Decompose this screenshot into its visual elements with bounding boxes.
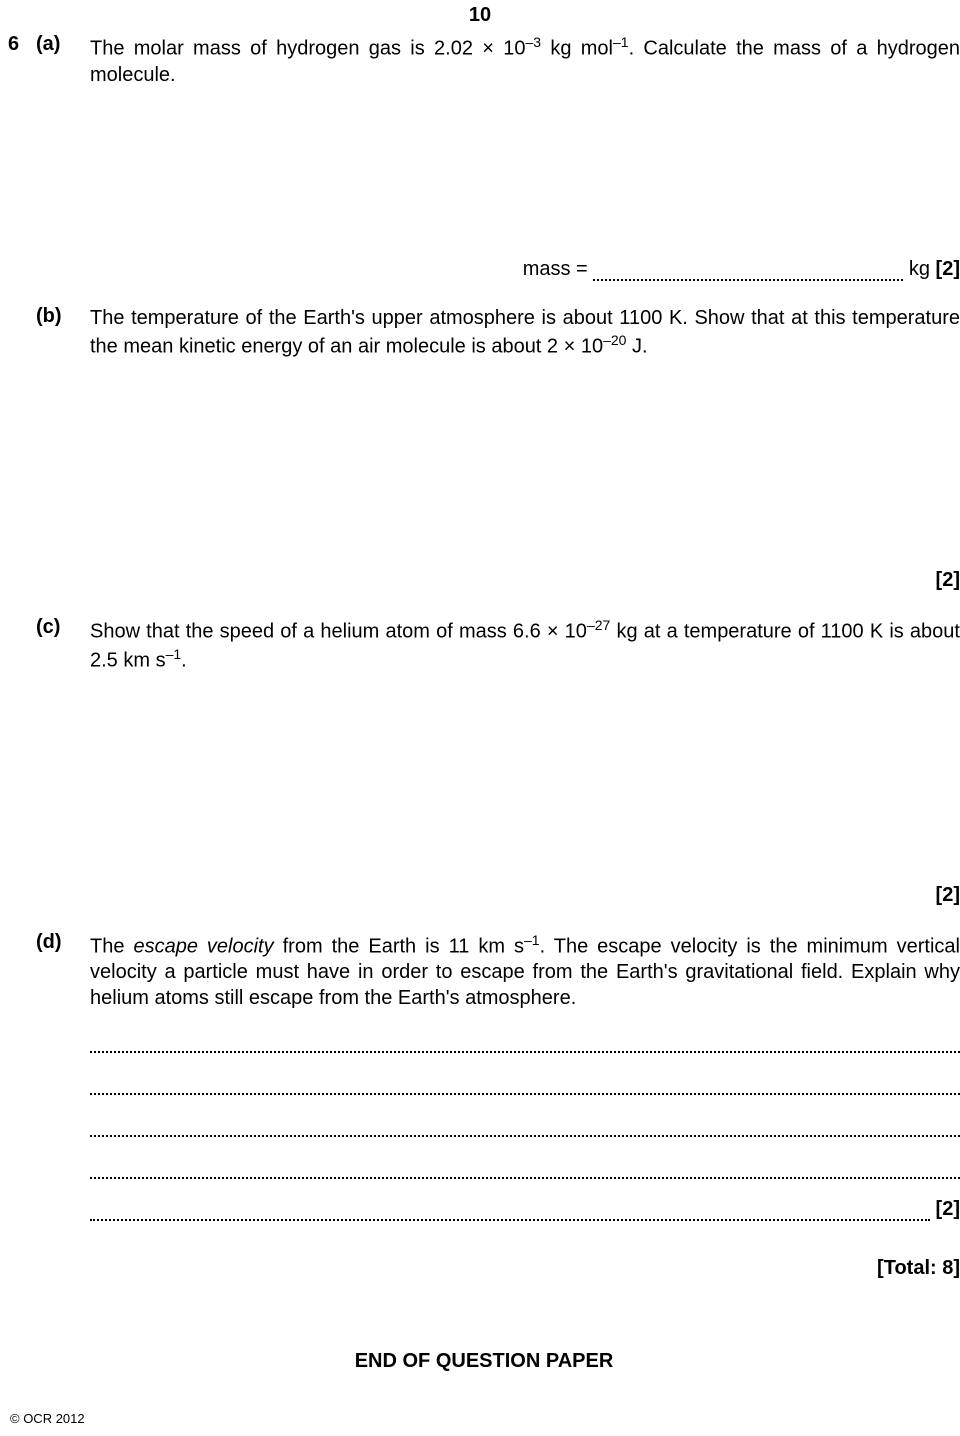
part-c-text: Show that the speed of a helium atom of … — [90, 616, 960, 673]
part-c-marks: [2] — [8, 884, 960, 907]
total-marks: [Total: 8] — [8, 1257, 960, 1280]
part-b-label: (b) — [36, 305, 90, 328]
answer-line-4[interactable] — [90, 1155, 960, 1179]
answer-prefix: mass = — [523, 258, 588, 280]
escape-velocity-italic: escape velocity — [133, 935, 273, 957]
part-d-label: (d) — [36, 931, 90, 954]
part-c-row: (c) Show that the speed of a helium atom… — [8, 616, 960, 673]
part-a-answer-line: mass = kg [2] — [8, 258, 960, 281]
page-number: 10 — [0, 0, 960, 33]
part-a-label: (a) — [36, 33, 90, 56]
answer-line-5: [2] — [90, 1197, 960, 1221]
answer-line-1[interactable] — [90, 1029, 960, 1053]
question-number: 6 — [8, 33, 36, 56]
part-b-text: The temperature of the Earth's upper atm… — [90, 305, 960, 360]
part-b-row: (b) The temperature of the Earth's upper… — [8, 305, 960, 360]
copyright: © OCR 2012 — [10, 1411, 85, 1426]
answer-suffix: kg [2] — [909, 258, 960, 280]
answer-line-2[interactable] — [90, 1071, 960, 1095]
question-content: 6 (a) The molar mass of hydrogen gas is … — [0, 33, 960, 1373]
part-d-marks: [2] — [936, 1198, 960, 1221]
answer-line-3[interactable] — [90, 1113, 960, 1137]
part-d-text: The escape velocity from the Earth is 11… — [90, 931, 960, 1012]
part-d-row: (d) The escape velocity from the Earth i… — [8, 931, 960, 1012]
part-a-text: The molar mass of hydrogen gas is 2.02 ×… — [90, 33, 960, 88]
end-of-paper: END OF QUESTION PAPER — [8, 1350, 960, 1373]
answer-dotted-line[interactable] — [593, 267, 903, 281]
part-c-label: (c) — [36, 616, 90, 639]
part-a-row: 6 (a) The molar mass of hydrogen gas is … — [8, 33, 960, 88]
part-b-marks: [2] — [8, 569, 960, 592]
answer-line-5-dotted[interactable] — [90, 1197, 930, 1221]
